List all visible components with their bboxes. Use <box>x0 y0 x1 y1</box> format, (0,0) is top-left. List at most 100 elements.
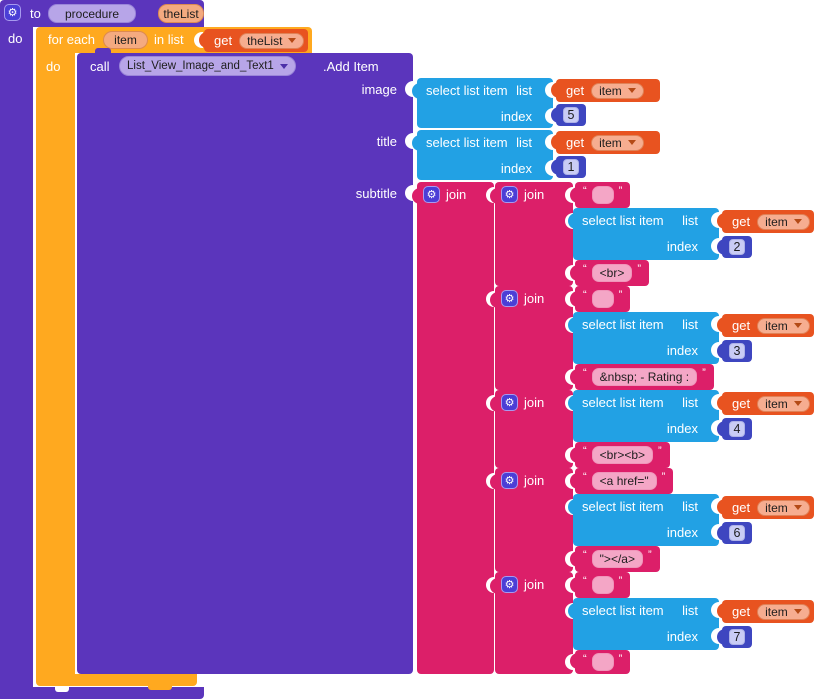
join-block-4[interactable]: ⚙ join <box>490 468 574 572</box>
text-field[interactable]: <a href=" <box>591 472 657 490</box>
get-item-dropdown[interactable]: item <box>757 317 810 334</box>
value-socket <box>711 602 720 618</box>
dropdown-arrow-icon <box>288 38 297 43</box>
text-field[interactable]: <br> <box>591 264 633 282</box>
text-field[interactable] <box>591 186 614 204</box>
get-item-block[interactable]: get item <box>717 314 814 337</box>
foreach-block-footer[interactable] <box>36 674 197 686</box>
value-socket <box>711 342 720 358</box>
procedure-name-field[interactable]: procedure <box>48 4 136 23</box>
number-field[interactable]: 1 <box>562 159 580 175</box>
get-item-block[interactable]: get item <box>717 496 814 519</box>
select-list-item-block-image[interactable]: select list item list index <box>412 78 554 128</box>
mutator-gear-icon[interactable]: ⚙ <box>501 472 518 489</box>
join-block-5[interactable]: ⚙ join <box>490 572 574 674</box>
get-item-dropdown[interactable]: item <box>757 603 810 620</box>
string-block-rating[interactable]: “ &nbsp; - Rating : ” <box>570 364 714 390</box>
select-list-item-block-sub3[interactable]: select list item list index <box>568 390 720 442</box>
string-block-empty[interactable]: “ ” <box>569 286 631 312</box>
number-block[interactable]: 6 <box>717 522 752 544</box>
get-item-block[interactable]: get item <box>717 600 814 623</box>
join-label: join <box>524 395 545 410</box>
select-list-item-block-sub4[interactable]: select list item list index <box>568 494 720 546</box>
number-field[interactable]: 2 <box>728 239 746 255</box>
index-label: index <box>500 161 532 176</box>
method-label: .Add Item <box>323 59 379 74</box>
value-socket <box>565 369 574 385</box>
get-thelist-block[interactable]: get theList <box>199 29 308 52</box>
component-dropdown[interactable]: List_View_Image_and_Text1 <box>119 56 296 76</box>
select-list-item-block-title[interactable]: select list item list index <box>412 130 554 180</box>
get-item-dropdown[interactable]: item <box>757 395 810 412</box>
dropdown-arrow-icon <box>627 140 636 145</box>
foreach-var-field[interactable]: item <box>103 31 148 49</box>
number-block[interactable]: 3 <box>717 340 752 362</box>
number-block[interactable]: 4 <box>717 418 752 440</box>
mutator-gear-icon[interactable]: ⚙ <box>501 394 518 411</box>
mutator-gear-icon[interactable]: ⚙ <box>501 576 518 593</box>
text-field[interactable]: "></a> <box>591 550 643 568</box>
select-list-item-block-sub5[interactable]: select list item list index <box>568 598 720 650</box>
mutator-gear-icon[interactable]: ⚙ <box>4 4 21 21</box>
number-field[interactable]: 6 <box>728 525 746 541</box>
get-item-dropdown[interactable]: item <box>591 134 644 151</box>
string-block-empty[interactable]: “ ” <box>569 650 631 674</box>
dropdown-arrow-icon <box>793 401 802 406</box>
close-quote: ” <box>618 653 623 665</box>
join-label: join <box>524 473 545 488</box>
get-item-block[interactable]: get item <box>717 210 814 233</box>
close-quote: ” <box>658 445 662 457</box>
open-quote: “ <box>583 289 587 301</box>
string-block-br[interactable]: “ <br> ” <box>569 260 650 286</box>
value-socket <box>405 133 414 149</box>
number-field[interactable]: 4 <box>728 421 746 437</box>
number-block[interactable]: 5 <box>551 104 586 126</box>
number-block[interactable]: 2 <box>717 236 752 258</box>
number-field[interactable]: 5 <box>562 107 580 123</box>
string-block-aclose[interactable]: “ "></a> ” <box>570 546 660 572</box>
procedure-block-header[interactable]: ⚙ to procedure theList <box>0 0 204 27</box>
text-field[interactable]: <br><b> <box>591 446 654 464</box>
number-block[interactable]: 7 <box>717 626 752 648</box>
string-block-br-b[interactable]: “ <br><b> ” <box>570 442 670 468</box>
mutator-gear-icon[interactable]: ⚙ <box>423 186 440 203</box>
text-field[interactable] <box>591 290 614 308</box>
join-block-outer[interactable]: ⚙ join <box>412 182 495 674</box>
string-block-empty[interactable]: “ ” <box>569 572 631 598</box>
select-list-item-block-sub2[interactable]: select list item list index <box>568 312 720 364</box>
text-field[interactable]: &nbsp; - Rating : <box>591 368 698 386</box>
mutator-gear-icon[interactable]: ⚙ <box>501 290 518 307</box>
get-item-dropdown[interactable]: item <box>757 499 810 516</box>
text-field[interactable] <box>591 576 614 594</box>
foreach-block-header[interactable]: for each item in list get theList <box>36 27 312 53</box>
get-item-dropdown[interactable]: item <box>757 213 810 230</box>
mutator-gear-icon[interactable]: ⚙ <box>501 186 518 203</box>
select-label: select list item <box>426 83 508 98</box>
string-block-ahref[interactable]: “ <a href=" ” <box>569 468 674 494</box>
number-field[interactable]: 3 <box>728 343 746 359</box>
value-socket <box>545 82 554 98</box>
get-item-block[interactable]: get item <box>717 392 814 415</box>
call-additem-block[interactable]: call List_View_Image_and_Text1 .Add Item… <box>77 53 414 674</box>
value-socket <box>545 134 554 150</box>
value-socket <box>565 447 574 463</box>
number-field[interactable]: 7 <box>728 629 746 645</box>
get-item-block[interactable]: get item <box>551 131 660 154</box>
string-block-empty[interactable]: “ ” <box>569 182 631 208</box>
join-block-2[interactable]: ⚙ join <box>490 286 574 390</box>
procedure-to-label: to <box>30 6 41 21</box>
procedure-param-field[interactable]: theList <box>158 4 204 23</box>
join-block-1[interactable]: ⚙ join <box>490 182 574 286</box>
get-thelist-dropdown[interactable]: theList <box>239 32 305 49</box>
select-list-item-block-sub1[interactable]: select list item list index <box>568 208 720 260</box>
foreach-block-spine[interactable]: do <box>36 53 75 674</box>
procedure-block-spine[interactable]: do <box>0 27 33 699</box>
get-item-dropdown[interactable]: item <box>591 82 644 99</box>
join-block-3[interactable]: ⚙ join <box>490 390 574 468</box>
text-field[interactable] <box>591 653 614 671</box>
procedure-block-footer[interactable] <box>0 687 204 699</box>
index-label: index <box>666 421 698 436</box>
get-item-block[interactable]: get item <box>551 79 660 102</box>
value-socket <box>545 108 554 124</box>
number-block[interactable]: 1 <box>551 156 586 178</box>
